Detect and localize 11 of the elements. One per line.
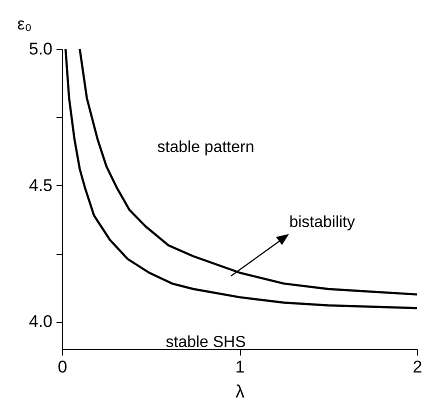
y-tick-label: 4.0 [28, 312, 52, 332]
annotation: bistability [289, 214, 355, 232]
y-tick-label: 5.0 [28, 40, 52, 58]
y-axis-title: ε₀ [17, 14, 32, 34]
x-tick-label: 1 [235, 358, 245, 376]
y-tick-label: 4.5 [28, 176, 52, 195]
x-tick-label: 2 [412, 358, 422, 376]
x-tick-label: 0 [58, 358, 68, 376]
annotation: stable SHS [166, 334, 246, 352]
annotation: stable pattern [157, 139, 254, 157]
x-axis-title: λ [236, 382, 244, 402]
